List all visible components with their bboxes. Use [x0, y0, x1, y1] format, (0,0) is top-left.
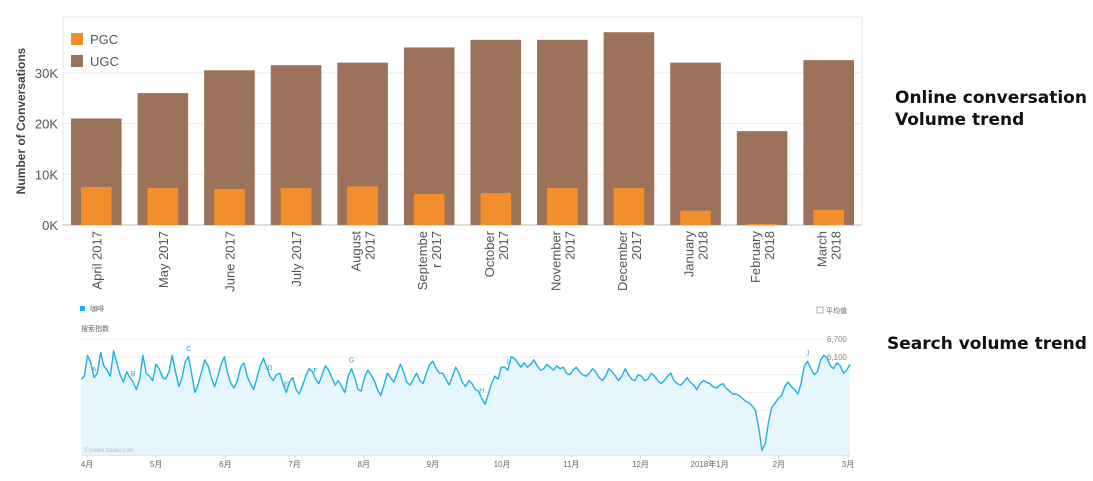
bar-pgc	[480, 193, 512, 225]
x-tick-label: August	[349, 231, 364, 272]
bar-pgc	[613, 187, 645, 225]
x-tick-label: March	[815, 231, 830, 267]
x-tick-label: 2017	[363, 231, 378, 260]
bar-pgc	[413, 194, 445, 225]
search-y-tick: 6,700	[827, 335, 848, 344]
peak-marker-h: H	[479, 387, 484, 394]
legend-label-pgc: PGC	[90, 32, 118, 47]
series-legend-label: 咖啡	[90, 304, 104, 313]
x-tick-label: February	[748, 231, 763, 284]
bar-pgc	[746, 223, 778, 226]
average-checkbox	[816, 306, 824, 314]
legend-swatch-ugc	[71, 55, 83, 67]
x-tick-label: May 2017	[156, 231, 171, 288]
x-tick-label: 2018	[762, 231, 777, 260]
bar-pgc	[214, 188, 245, 225]
x-tick-label: December	[615, 230, 630, 291]
bar-pgc	[680, 210, 711, 225]
search-area	[81, 350, 850, 455]
peak-marker-j: J	[806, 350, 810, 357]
watermark: © index.baidu.com	[84, 447, 134, 454]
y-tick-label: 20K	[35, 117, 58, 132]
search-trend-label: Search volume trend	[887, 334, 1087, 354]
x-tick-label: 2018	[696, 231, 711, 260]
x-tick-label: Septembe	[415, 231, 430, 290]
legend-swatch-pgc	[71, 33, 83, 45]
bar-ugc	[736, 131, 788, 225]
bar-pgc	[280, 187, 312, 225]
search-x-tick-label: 2月	[773, 460, 785, 469]
peak-marker-g: G	[349, 358, 354, 365]
peak-marker-b: B	[131, 371, 136, 378]
peak-marker-f: F	[313, 368, 317, 375]
bar-ugc	[803, 60, 855, 226]
search-x-tick-label: 2018年1月	[691, 459, 729, 469]
peak-marker-d: D	[267, 365, 272, 372]
y-tick-label: 10K	[35, 167, 58, 182]
y-tick-label: 30K	[35, 66, 58, 81]
bar-pgc	[80, 186, 112, 225]
x-tick-label: r 2017	[429, 231, 444, 268]
search-y-tick: 6,100	[827, 353, 848, 362]
x-tick-label: October	[482, 230, 497, 277]
x-tick-label: 2017	[496, 231, 511, 260]
y-axis-title: Number of Conversations	[14, 47, 28, 194]
average-label: 平均值	[826, 306, 847, 315]
plot-area	[62, 16, 863, 226]
search-x-tick-label: 8月	[358, 460, 370, 469]
conversation-trend-label-line1: Online conversation	[895, 88, 1087, 108]
bar-ugc	[670, 62, 721, 225]
conversation-trend-label-line2: Volume trend	[895, 110, 1025, 130]
search-x-tick-label: 12月	[632, 460, 649, 469]
x-tick-label: 2018	[829, 231, 844, 260]
bar-pgc	[813, 209, 845, 225]
x-tick-label: January	[682, 231, 697, 278]
x-tick-label: November	[548, 230, 563, 291]
bar-pgc	[147, 187, 179, 225]
peak-marker-e: E	[284, 382, 289, 389]
bar-pgc	[547, 187, 578, 225]
conversation-trend-label: Online conversation Volume trend	[895, 87, 1087, 131]
search-x-tick-label: 7月	[288, 460, 300, 469]
search-line	[80, 350, 851, 452]
peak-marker-c: C	[186, 346, 191, 353]
x-tick-label: 2017	[629, 231, 644, 260]
bar-pgc	[347, 186, 378, 225]
y-tick-label: 0K	[42, 218, 58, 233]
search-x-tick-label: 3月	[842, 460, 854, 469]
x-tick-label: June 2017	[222, 231, 237, 292]
x-tick-label: April 2017	[89, 231, 104, 290]
search-y-title: 搜索指数	[81, 324, 109, 333]
x-tick-label: July 2017	[289, 231, 304, 287]
search-x-tick-label: 4月	[81, 460, 93, 469]
peak-marker-i: I	[507, 359, 509, 366]
search-x-tick-label: 6月	[219, 460, 231, 469]
series-legend-swatch	[80, 306, 85, 311]
search-x-tick-label: 10月	[494, 460, 511, 469]
peak-marker-a: A	[92, 367, 97, 374]
legend-label-ugc: UGC	[90, 54, 119, 69]
search-x-tick-label: 11月	[563, 460, 579, 469]
x-tick-label: 2017	[562, 231, 577, 260]
search-x-tick-label: 5月	[150, 460, 162, 469]
search-x-tick-label: 9月	[427, 460, 439, 469]
